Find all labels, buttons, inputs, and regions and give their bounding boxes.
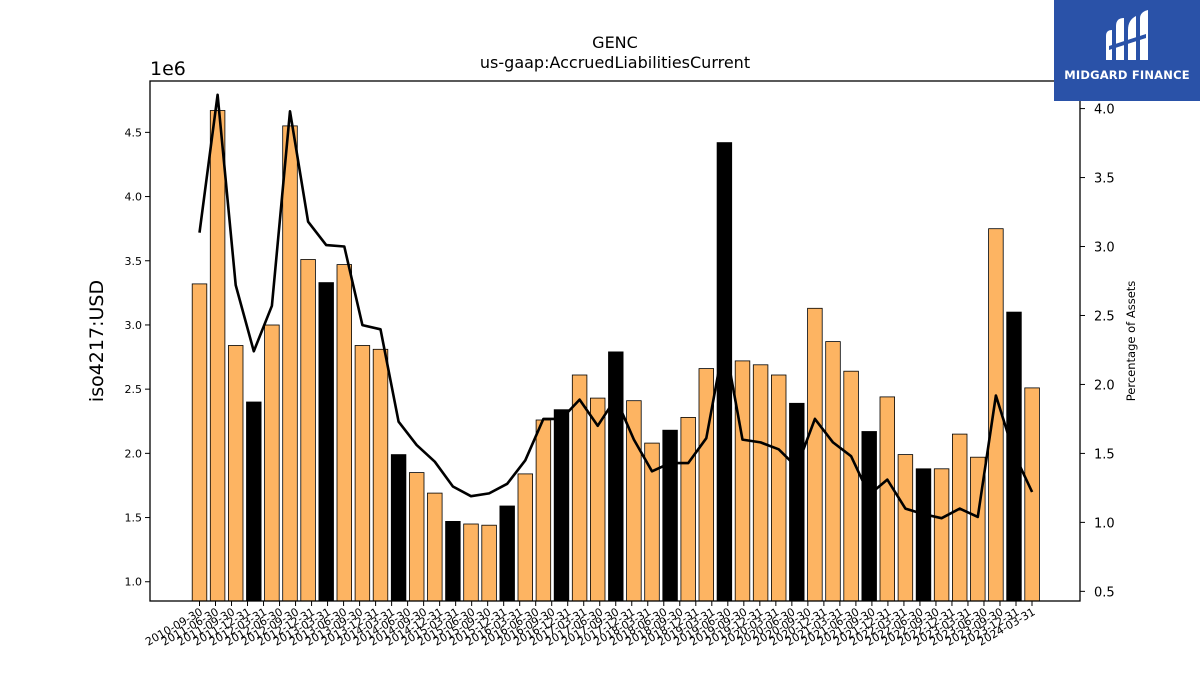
bar <box>445 521 461 602</box>
y2-tick-label: 1.5 <box>1094 447 1115 462</box>
y2-tick-label: 3.0 <box>1094 241 1115 256</box>
y2-tick-label: 4.0 <box>1094 103 1115 118</box>
bar <box>771 374 787 602</box>
bar <box>825 341 841 602</box>
chart-subtitle: us-gaap:AccruedLiabilitiesCurrent <box>480 53 750 72</box>
bar <box>517 473 534 602</box>
y-tick-label: 4.0 <box>125 191 143 204</box>
y2-tick-label: 1.0 <box>1094 516 1115 531</box>
bar <box>1006 311 1022 602</box>
bar <box>843 370 859 602</box>
bar <box>390 454 407 602</box>
bar <box>879 396 896 602</box>
bar <box>608 351 624 602</box>
y-tick-label: 3.5 <box>125 255 143 268</box>
bar <box>191 283 208 602</box>
percentage-line <box>198 93 1034 520</box>
bar <box>789 402 805 602</box>
y-tick-label: 2.0 <box>125 447 143 460</box>
bar <box>680 416 696 602</box>
bar <box>227 345 244 602</box>
y-tick-label: 4.5 <box>125 126 143 139</box>
bar <box>318 282 334 602</box>
y2-tick-label: 3.5 <box>1094 172 1115 187</box>
y2-tick-label: 2.5 <box>1094 309 1115 324</box>
chart-title: GENC <box>592 33 638 52</box>
bar <box>264 324 280 602</box>
bar <box>282 125 298 602</box>
bar <box>644 442 660 602</box>
bar <box>807 307 823 602</box>
y-tick-label: 1.5 <box>125 512 143 525</box>
bar <box>897 454 914 602</box>
bar <box>861 431 877 602</box>
bar <box>372 348 389 602</box>
plot-area: 1.0 1.5 2.0 2.5 3.0 3.5 4.0 4.5 0.5 1.0 1.5 2.0 2.5 3… <box>125 80 1115 649</box>
y-tick-label: 2.5 <box>125 383 143 396</box>
y-tick-label: 3.0 <box>125 319 143 332</box>
bar <box>427 492 443 602</box>
bar <box>535 419 552 602</box>
brand-logo: MIDGARD FINANCE <box>1054 0 1200 101</box>
bar <box>662 429 678 602</box>
bar <box>915 468 932 602</box>
bar <box>933 468 950 602</box>
bar <box>734 360 751 602</box>
bar <box>408 472 425 602</box>
bar <box>209 110 226 602</box>
y2-tick-label: 0.5 <box>1094 585 1115 600</box>
bar <box>553 409 570 602</box>
bar <box>336 264 353 602</box>
plot-frame <box>149 80 1081 602</box>
bar <box>590 397 606 602</box>
bar <box>481 524 497 602</box>
bar <box>463 523 479 602</box>
bar <box>300 259 316 602</box>
y2-axis-label: Percentage of Assets <box>1124 281 1138 402</box>
y2-tick-label: 2.0 <box>1094 378 1115 393</box>
bar <box>246 401 262 602</box>
y-tick-label: 1.0 <box>125 576 143 589</box>
bar <box>354 345 371 602</box>
bar <box>1024 387 1040 602</box>
bar <box>752 364 769 602</box>
y-axis-label: iso4217:USD <box>86 280 108 402</box>
logo-text: MIDGARD FINANCE <box>1064 68 1190 82</box>
midgard-logo-icon <box>1106 10 1148 60</box>
bar <box>499 505 515 602</box>
y-scale-label: 1e6 <box>150 58 186 80</box>
bar <box>952 433 968 602</box>
